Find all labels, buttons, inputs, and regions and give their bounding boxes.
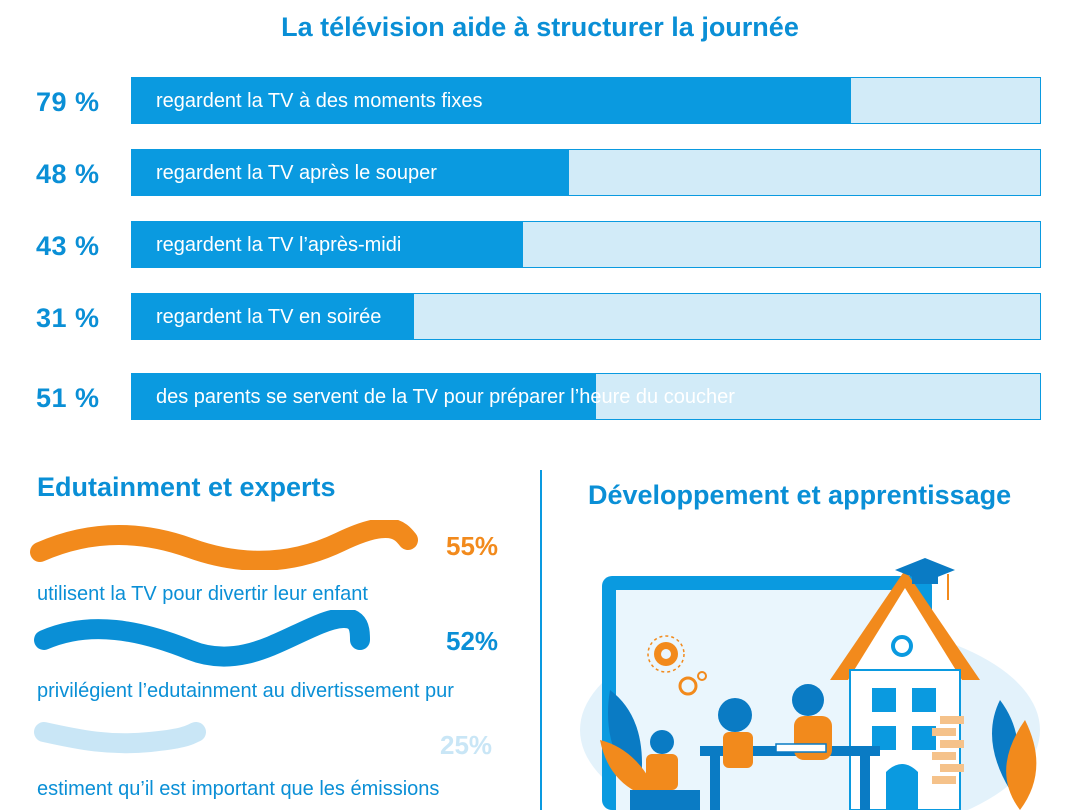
stat-text-edutainment: privilégient l’edutainment au divertisse… — [37, 680, 454, 702]
bar-category-label: regardent la TV en soirée — [156, 306, 382, 328]
section-divider — [540, 470, 542, 810]
girl-icon — [718, 698, 753, 768]
bar-row: 48 % regardent la TV après le souper — [0, 149, 1080, 199]
gear-icon — [647, 635, 685, 673]
stat-text-importance: estiment qu’il est important que les émi… — [37, 778, 440, 800]
teacher-icon — [775, 684, 832, 760]
bar-value-label: 31 % — [36, 303, 100, 333]
bar — [132, 294, 414, 339]
orange-wave — [30, 520, 418, 570]
development-title: Développement et apprentissage — [588, 480, 1012, 510]
child-reading-icon — [630, 730, 700, 810]
chart-title: La télévision aide à structurer la journ… — [281, 12, 799, 42]
bar-track: regardent la TV à des moments fixes — [131, 77, 1041, 124]
blue-wave — [34, 610, 370, 667]
bar — [132, 222, 523, 267]
bar-track: regardent la TV l’après-midi — [131, 221, 1041, 268]
edutainment-title: Edutainment et experts — [37, 472, 336, 502]
graduation-cap-icon — [895, 558, 955, 600]
bar-row: 51 % des parents se servent de la TV pour… — [0, 373, 1080, 423]
bar — [132, 374, 596, 419]
bar-category-label: regardent la TV à des moments fixes — [156, 90, 483, 112]
bar-value-label: 43 % — [36, 231, 100, 261]
bar-value-label: 48 % — [36, 159, 100, 189]
bar-track: regardent la TV après le souper — [131, 149, 1041, 196]
bar-row: 43 % regardent la TV l’après-midi — [0, 221, 1080, 271]
bar-row: 31 % regardent la TV en soirée — [0, 293, 1080, 343]
light-wave — [34, 722, 206, 754]
small-gear-icon — [678, 671, 707, 696]
bar-value-label: 79 % — [36, 87, 100, 117]
bar-value-label: 51 % — [36, 383, 100, 413]
bar-category-label: des parents se servent de la TV pour pré… — [156, 386, 735, 408]
bar-track: des parents se servent de la TV pour pré… — [131, 373, 1041, 420]
bar-category-label: regardent la TV après le souper — [156, 162, 437, 184]
bar — [132, 78, 851, 123]
bar-category-label: regardent la TV l’après-midi — [156, 234, 402, 256]
house-icon — [830, 570, 980, 810]
learning-illustration — [580, 558, 1040, 810]
stat-text-entertain: utilisent la TV pour divertir leur enfan… — [37, 583, 368, 605]
stat-pct-edutainment: 52% — [446, 626, 499, 656]
stat-pct-entertain: 55% — [446, 531, 499, 561]
bar-track: regardent la TV en soirée — [131, 293, 1041, 340]
stat-pct-importance: 25% — [440, 730, 493, 760]
bar-row: 79 % regardent la TV à des moments fixes — [0, 77, 1080, 127]
bar — [132, 150, 569, 195]
